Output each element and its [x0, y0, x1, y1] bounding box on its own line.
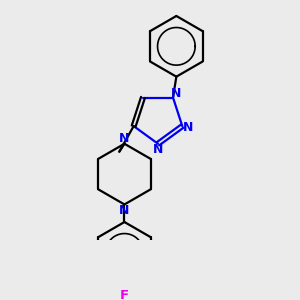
Text: N: N [153, 143, 163, 156]
Text: N: N [182, 121, 193, 134]
Text: N: N [171, 86, 181, 100]
Text: F: F [120, 289, 129, 300]
Text: N: N [119, 132, 130, 145]
Text: N: N [119, 203, 130, 217]
